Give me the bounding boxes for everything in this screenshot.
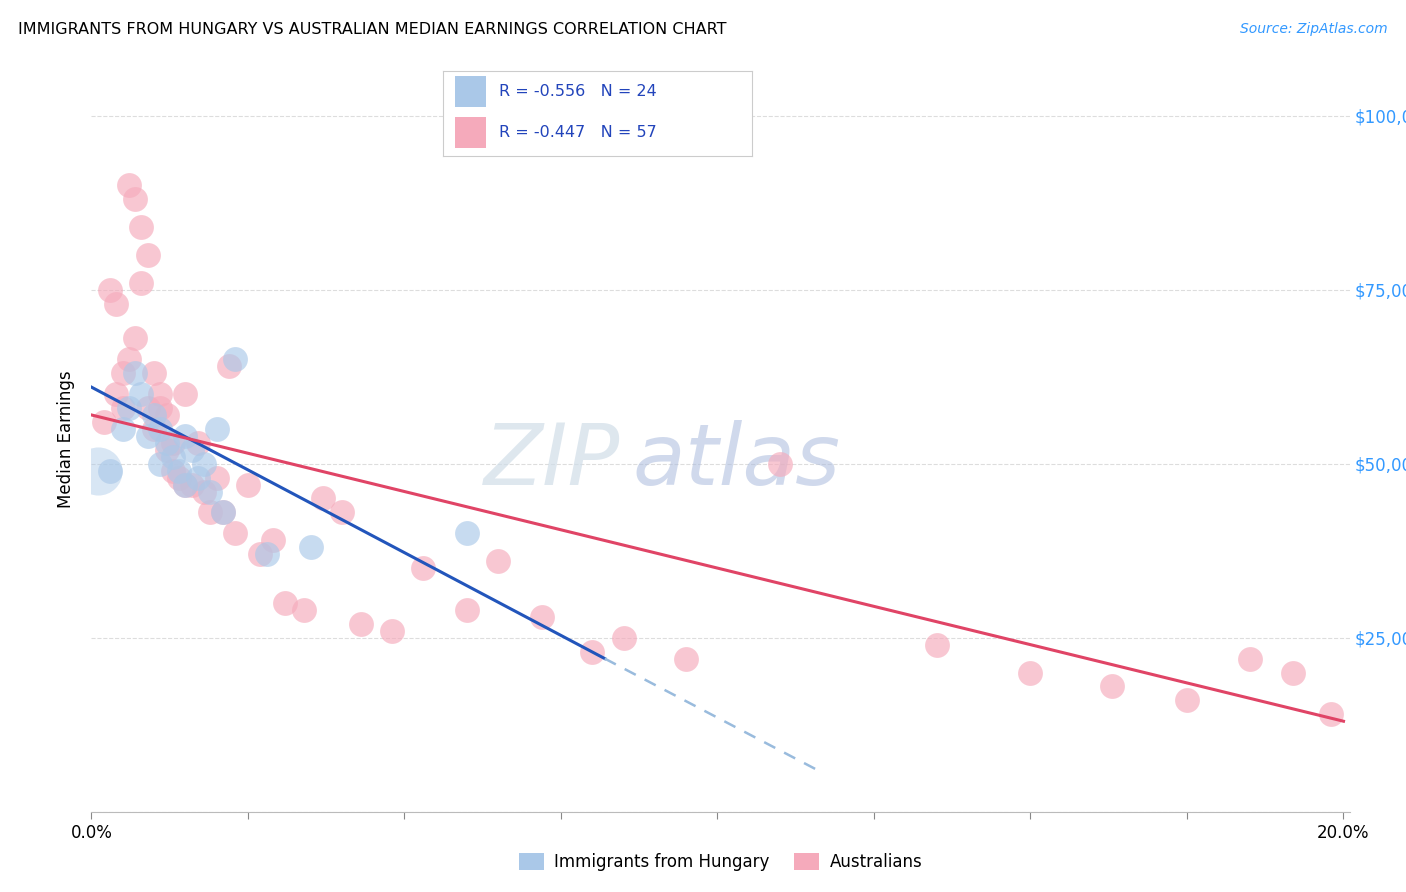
Point [486, 554, 509, 568]
Point [149, 387, 172, 401]
Point [1175, 693, 1198, 707]
Point [200, 484, 222, 499]
Point [118, 401, 141, 415]
Point [131, 219, 153, 234]
Point [124, 192, 146, 206]
Point [330, 505, 353, 519]
Text: IMMIGRANTS FROM HUNGARY VS AUSTRALIAN MEDIAN EARNINGS CORRELATION CHART: IMMIGRANTS FROM HUNGARY VS AUSTRALIAN ME… [18, 22, 727, 37]
Point [105, 387, 128, 401]
Text: R = -0.447   N = 57: R = -0.447 N = 57 [499, 125, 657, 140]
Point [93, 415, 115, 429]
Point [187, 470, 209, 484]
Point [143, 422, 166, 436]
Point [262, 533, 284, 548]
Point [381, 624, 404, 638]
Point [256, 547, 278, 561]
Point [98, 464, 121, 478]
Text: Source: ZipAtlas.com: Source: ZipAtlas.com [1240, 22, 1388, 37]
Point [925, 638, 948, 652]
Point [299, 540, 322, 554]
Point [531, 609, 554, 624]
Point [131, 387, 153, 401]
Point [174, 477, 197, 491]
Bar [456, 77, 486, 107]
Point [180, 442, 202, 457]
Point [98, 283, 121, 297]
Point [212, 505, 235, 519]
Point [149, 401, 172, 415]
Point [224, 352, 246, 367]
Text: atlas: atlas [633, 420, 841, 503]
Point [1101, 680, 1123, 694]
Point [136, 401, 159, 415]
Point [131, 276, 153, 290]
Point [224, 526, 246, 541]
Point [124, 331, 146, 345]
Point [174, 387, 197, 401]
Text: ZIP: ZIP [484, 420, 620, 503]
Point [212, 505, 235, 519]
Point [155, 442, 177, 457]
Point [236, 477, 259, 491]
Point [193, 484, 215, 499]
Point [111, 366, 134, 380]
Point [1282, 665, 1305, 680]
Point [292, 603, 315, 617]
Point [105, 296, 128, 310]
Legend: Immigrants from Hungary, Australians: Immigrants from Hungary, Australians [512, 847, 929, 878]
Point [612, 631, 634, 645]
Point [1320, 707, 1343, 722]
Point [162, 435, 184, 450]
Point [581, 645, 603, 659]
Point [769, 457, 792, 471]
Point [86, 464, 108, 478]
Point [1239, 651, 1261, 665]
Point [205, 470, 228, 484]
Point [456, 526, 478, 541]
Point [1019, 665, 1042, 680]
Point [456, 603, 478, 617]
Point [412, 561, 434, 575]
Point [124, 366, 146, 380]
Y-axis label: Median Earnings: Median Earnings [58, 370, 76, 508]
Point [136, 429, 159, 443]
Point [187, 435, 209, 450]
Point [274, 596, 297, 610]
Point [174, 477, 197, 491]
Point [118, 352, 141, 367]
Point [149, 422, 172, 436]
Point [136, 248, 159, 262]
Point [118, 178, 141, 193]
Point [162, 450, 184, 464]
Point [162, 464, 184, 478]
Point [249, 547, 271, 561]
Point [174, 429, 197, 443]
Point [180, 477, 202, 491]
Point [349, 616, 371, 631]
Bar [456, 117, 486, 147]
Text: R = -0.556   N = 24: R = -0.556 N = 24 [499, 84, 657, 99]
Point [111, 401, 134, 415]
Point [143, 366, 166, 380]
Point [143, 408, 166, 422]
Point [312, 491, 335, 506]
Point [167, 470, 190, 484]
Point [167, 464, 190, 478]
Point [200, 505, 222, 519]
Point [675, 651, 697, 665]
Point [193, 457, 215, 471]
Point [155, 408, 177, 422]
Point [111, 422, 134, 436]
Point [205, 422, 228, 436]
Point [149, 457, 172, 471]
Point [218, 359, 240, 374]
Point [155, 435, 177, 450]
